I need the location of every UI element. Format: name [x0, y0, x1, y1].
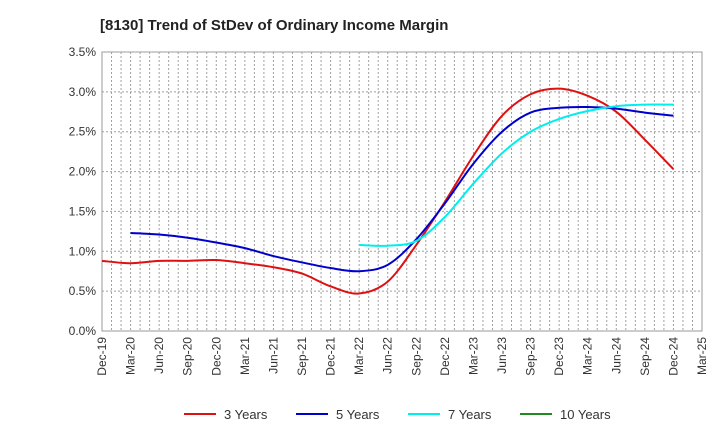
y-tick-label: 3.5%	[69, 45, 97, 59]
series-lines	[101, 87, 675, 295]
y-tick-label: 0.0%	[69, 324, 97, 338]
y-tick-label: 0.5%	[69, 284, 97, 298]
x-tick-label: Dec-21	[324, 337, 338, 376]
plot-area	[101, 51, 703, 332]
x-tick-label: Dec-19	[95, 337, 109, 376]
x-tick-label: Jun-21	[266, 337, 280, 374]
x-tick-label: Mar-21	[238, 337, 252, 375]
legend-label-7-years: 7 Years	[448, 407, 492, 422]
x-tick-label: Sep-20	[181, 337, 195, 376]
x-tick-label: Jun-23	[495, 337, 509, 374]
legend-label-5-years: 5 Years	[336, 407, 380, 422]
x-tick-label: Jun-24	[609, 337, 623, 374]
y-tick-label: 1.0%	[69, 244, 97, 258]
x-tick-label: Sep-21	[295, 337, 309, 376]
x-tick-label: Jun-20	[152, 337, 166, 374]
x-tick-label: Dec-24	[666, 337, 680, 376]
x-tick-label: Mar-23	[466, 337, 480, 375]
x-tick-label: Sep-22	[409, 337, 423, 376]
legend-label-3-years: 3 Years	[224, 407, 268, 422]
grid	[101, 51, 703, 332]
x-tick-label: Sep-23	[524, 337, 538, 376]
x-tick-label: Jun-22	[381, 337, 395, 374]
y-tick-label: 3.0%	[69, 85, 97, 99]
x-tick-label: Sep-24	[638, 337, 652, 376]
y-tick-label: 2.5%	[69, 125, 97, 139]
x-tick-label: Dec-20	[209, 337, 223, 376]
x-tick-label: Mar-25	[695, 337, 709, 375]
y-tick-label: 1.5%	[69, 204, 97, 218]
x-tick-label: Mar-24	[581, 337, 595, 375]
series-line-7-years	[359, 103, 674, 247]
x-tick-label: Dec-22	[438, 337, 452, 376]
legend-label-10-years: 10 Years	[560, 407, 611, 422]
axes: 0.0% 0.5% 1.0% 1.5% 2.0% 2.5% 3.0% 3.5% Dec-19 Ma…	[69, 45, 709, 376]
legend: 3 Years 5 Years 7 Years 10 Years	[184, 407, 611, 422]
series-line-3-years	[101, 87, 675, 295]
x-tick-label: Mar-20	[124, 337, 138, 375]
y-tick-label: 2.0%	[69, 165, 97, 179]
chart-title: [8130] Trend of StDev of Ordinary Income…	[100, 17, 448, 34]
series-line-5-years	[130, 105, 674, 273]
x-tick-label: Mar-22	[352, 337, 366, 375]
x-tick-label: Dec-23	[552, 337, 566, 376]
